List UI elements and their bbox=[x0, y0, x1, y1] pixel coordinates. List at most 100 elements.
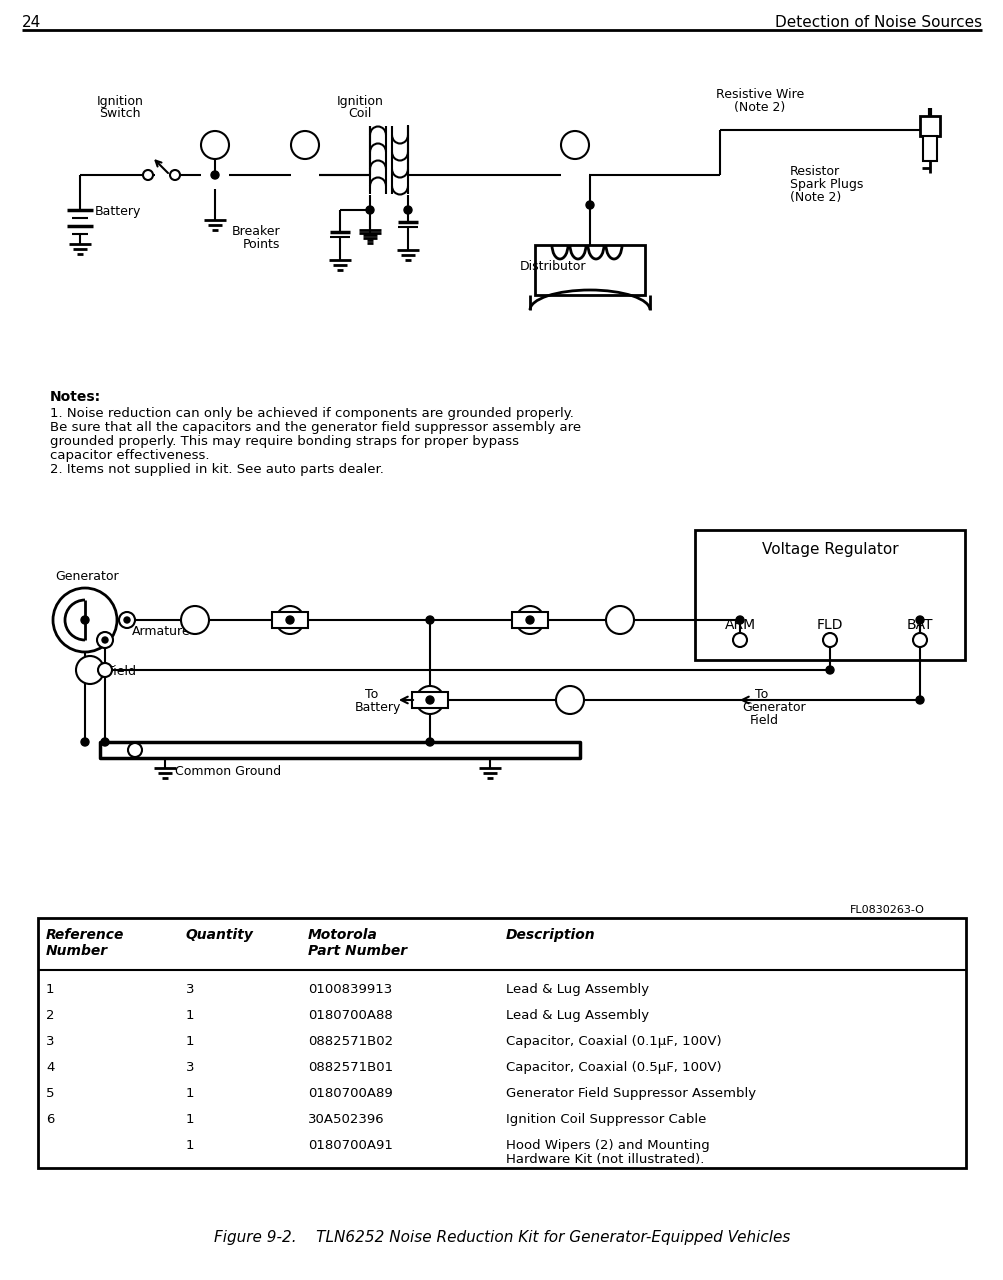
Bar bbox=[512, 612, 548, 628]
Text: BAT: BAT bbox=[906, 618, 933, 632]
Circle shape bbox=[735, 616, 743, 623]
Text: Lead & Lug Assembly: Lead & Lug Assembly bbox=[506, 1009, 649, 1021]
Text: Ignition: Ignition bbox=[96, 95, 143, 108]
Text: 1: 1 bbox=[186, 1087, 195, 1100]
Text: Notes:: Notes: bbox=[50, 390, 101, 404]
Bar bbox=[38, 918, 965, 1167]
Circle shape bbox=[825, 666, 833, 675]
Circle shape bbox=[425, 739, 433, 746]
Text: Generator: Generator bbox=[741, 701, 804, 714]
Text: Switch: Switch bbox=[99, 108, 140, 120]
Text: Generator Field Suppressor Assembly: Generator Field Suppressor Assembly bbox=[506, 1087, 755, 1100]
Circle shape bbox=[516, 605, 544, 634]
Text: Motorola: Motorola bbox=[308, 928, 377, 942]
Text: grounded properly. This may require bonding straps for proper bypass: grounded properly. This may require bond… bbox=[50, 435, 519, 448]
Circle shape bbox=[211, 172, 219, 179]
Text: 3: 3 bbox=[186, 1061, 195, 1074]
Text: 1: 1 bbox=[565, 692, 574, 707]
Text: Voltage Regulator: Voltage Regulator bbox=[761, 541, 898, 557]
Text: Figure 9-2.    TLN6252 Noise Reduction Kit for Generator-Equipped Vehicles: Figure 9-2. TLN6252 Noise Reduction Kit … bbox=[214, 1230, 789, 1245]
Text: 3: 3 bbox=[186, 983, 195, 996]
Circle shape bbox=[415, 686, 443, 714]
Text: 2. Items not supplied in kit. See auto parts dealer.: 2. Items not supplied in kit. See auto p… bbox=[50, 463, 383, 476]
Text: 24: 24 bbox=[22, 15, 41, 29]
Text: 4: 4 bbox=[526, 613, 534, 627]
Text: 1. Noise reduction can only be achieved if components are grounded properly.: 1. Noise reduction can only be achieved … bbox=[50, 407, 574, 420]
Circle shape bbox=[101, 739, 109, 746]
Bar bbox=[100, 742, 580, 758]
Text: 3: 3 bbox=[46, 1036, 54, 1048]
Bar bbox=[272, 612, 308, 628]
Bar bbox=[922, 136, 936, 161]
Circle shape bbox=[732, 634, 746, 646]
Text: 0180700A91: 0180700A91 bbox=[308, 1139, 392, 1152]
Text: 0180700A88: 0180700A88 bbox=[308, 1009, 392, 1021]
Circle shape bbox=[181, 605, 209, 634]
Circle shape bbox=[53, 588, 117, 652]
Text: Description: Description bbox=[506, 928, 595, 942]
Circle shape bbox=[97, 632, 113, 648]
Text: Breaker: Breaker bbox=[231, 225, 280, 238]
Circle shape bbox=[81, 616, 89, 623]
Text: Ignition: Ignition bbox=[336, 95, 383, 108]
Circle shape bbox=[119, 612, 134, 628]
Circle shape bbox=[201, 131, 229, 159]
Circle shape bbox=[142, 170, 152, 180]
Text: Be sure that all the capacitors and the generator field suppressor assembly are: Be sure that all the capacitors and the … bbox=[50, 421, 581, 434]
Text: Field: Field bbox=[108, 666, 136, 678]
Circle shape bbox=[286, 616, 294, 623]
Circle shape bbox=[586, 201, 594, 209]
Text: Hardware Kit (not illustrated).: Hardware Kit (not illustrated). bbox=[506, 1153, 704, 1166]
Text: Ignition Coil Suppressor Cable: Ignition Coil Suppressor Cable bbox=[506, 1114, 706, 1126]
Text: 1: 1 bbox=[615, 613, 624, 627]
Text: 0882571B02: 0882571B02 bbox=[308, 1036, 393, 1048]
Text: Capacitor, Coaxial (0.5μF, 100V): Capacitor, Coaxial (0.5μF, 100V) bbox=[506, 1061, 721, 1074]
Text: 0882571B01: 0882571B01 bbox=[308, 1061, 393, 1074]
Circle shape bbox=[425, 696, 433, 704]
Circle shape bbox=[124, 617, 129, 623]
Text: Distributor: Distributor bbox=[520, 260, 586, 273]
Text: (Note 2): (Note 2) bbox=[733, 101, 784, 114]
Text: Spark Plugs: Spark Plugs bbox=[789, 178, 863, 191]
Text: FL0830263-O: FL0830263-O bbox=[850, 905, 924, 915]
Text: Resistive Wire: Resistive Wire bbox=[715, 88, 803, 101]
Circle shape bbox=[366, 206, 374, 214]
Text: 1: 1 bbox=[300, 138, 309, 152]
Circle shape bbox=[127, 742, 141, 756]
Text: 4: 4 bbox=[46, 1061, 54, 1074]
Text: 1: 1 bbox=[46, 983, 54, 996]
Text: Battery: Battery bbox=[95, 205, 141, 218]
Circle shape bbox=[170, 170, 180, 180]
Text: Points: Points bbox=[243, 238, 280, 251]
Circle shape bbox=[556, 686, 584, 714]
Circle shape bbox=[81, 739, 89, 746]
Bar bbox=[411, 692, 447, 708]
Text: Resistor: Resistor bbox=[789, 165, 840, 178]
Circle shape bbox=[291, 131, 319, 159]
Text: To: To bbox=[754, 689, 767, 701]
Text: 1: 1 bbox=[186, 1036, 195, 1048]
Circle shape bbox=[915, 616, 923, 623]
Text: capacitor effectiveness.: capacitor effectiveness. bbox=[50, 449, 210, 462]
Text: Part Number: Part Number bbox=[308, 945, 407, 957]
Text: 0180700A89: 0180700A89 bbox=[308, 1087, 392, 1100]
Text: Coil: Coil bbox=[348, 108, 371, 120]
Circle shape bbox=[915, 696, 923, 704]
Circle shape bbox=[98, 663, 112, 677]
Circle shape bbox=[822, 634, 837, 646]
Text: 5: 5 bbox=[46, 1087, 54, 1100]
Circle shape bbox=[425, 616, 433, 623]
Text: 6: 6 bbox=[46, 1114, 54, 1126]
Bar bbox=[694, 530, 964, 660]
Text: 6: 6 bbox=[570, 138, 579, 152]
Text: FLD: FLD bbox=[815, 618, 843, 632]
Text: Common Ground: Common Ground bbox=[175, 765, 281, 778]
Text: 0100839913: 0100839913 bbox=[308, 983, 392, 996]
Circle shape bbox=[102, 637, 108, 643]
Circle shape bbox=[912, 634, 926, 646]
Circle shape bbox=[403, 206, 411, 214]
Text: ARM: ARM bbox=[724, 618, 755, 632]
Text: Battery: Battery bbox=[355, 701, 401, 714]
Text: 4: 4 bbox=[425, 692, 434, 707]
Text: 1: 1 bbox=[186, 1114, 195, 1126]
